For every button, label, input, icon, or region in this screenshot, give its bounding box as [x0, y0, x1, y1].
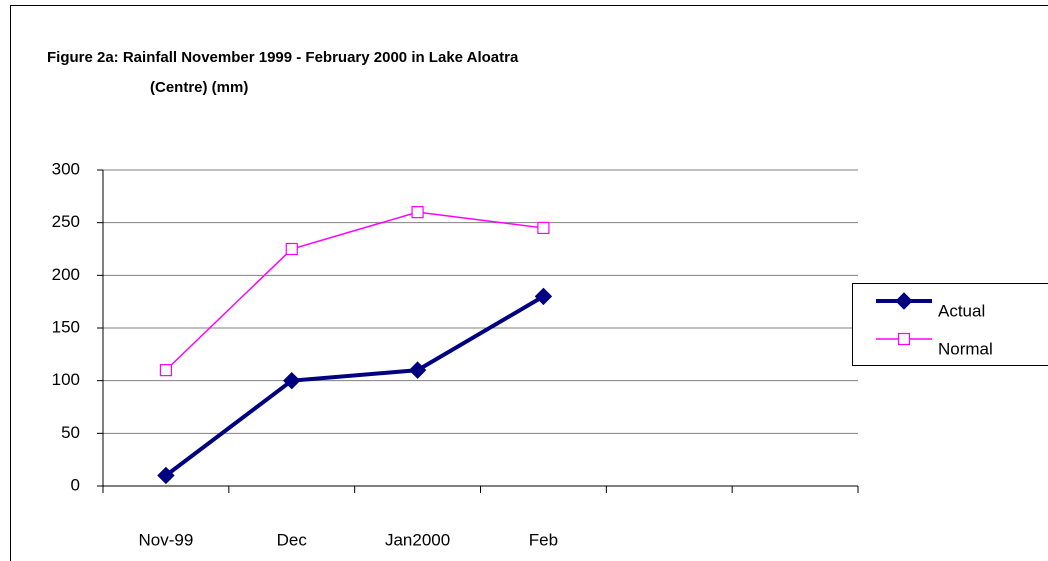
data-point	[537, 221, 550, 235]
legend-marker	[895, 292, 913, 310]
series-line	[164, 294, 545, 478]
x-tick-label: Jan2000	[385, 530, 450, 549]
legend-marker	[897, 332, 911, 346]
y-tick-label: 250	[52, 212, 80, 231]
x-tick-label: Dec	[277, 530, 308, 549]
y-tick-label: 0	[71, 475, 80, 494]
data-point	[285, 242, 298, 256]
data-point	[157, 466, 175, 485]
data-point	[283, 371, 301, 390]
y-tick-label: 150	[52, 317, 80, 336]
x-tick-label: Nov-99	[139, 530, 194, 549]
data-point	[411, 206, 424, 219]
legend-label: Normal	[938, 339, 993, 358]
data-point	[408, 361, 427, 379]
x-tick-label: Feb	[529, 530, 558, 549]
y-tick-label: 300	[52, 159, 80, 178]
y-tick-label: 100	[52, 370, 80, 389]
data-point	[159, 364, 173, 377]
data-point	[534, 287, 553, 306]
legend-box	[852, 283, 1048, 366]
chart-title: (Centre) (mm)	[150, 79, 248, 96]
legend-label: Actual	[938, 301, 985, 320]
y-tick-label: 50	[61, 423, 80, 442]
chart-title: Figure 2a: Rainfall November 1999 - Febr…	[47, 49, 519, 66]
series-line	[165, 211, 544, 371]
y-tick-label: 200	[52, 265, 80, 284]
